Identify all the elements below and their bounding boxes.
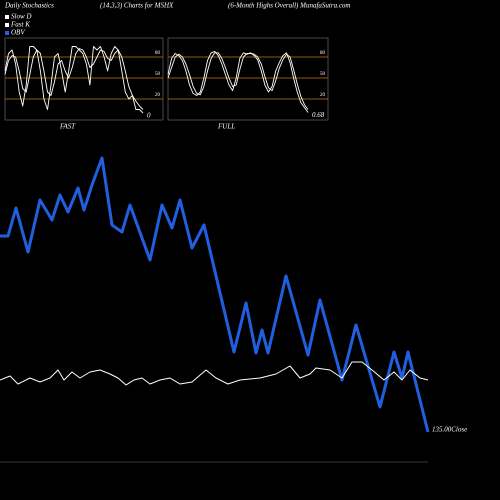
last-value-label: 0: [147, 112, 151, 120]
x-axis-label: FULL: [217, 123, 235, 131]
legend-swatch: [5, 15, 9, 19]
series-line: [4, 46, 144, 114]
series-line: [0, 156, 430, 433]
panel-frame: [167, 37, 329, 121]
legend-swatch: [5, 31, 9, 35]
header-center: (14,3,3) Charts for MSHX: [100, 2, 174, 10]
series-line: [167, 52, 309, 110]
panel-frame: [4, 37, 164, 121]
series-line: [167, 50, 309, 113]
legend-entry: Fast K: [10, 21, 30, 29]
header-left: Daily Stochastics: [4, 2, 54, 10]
legend-entry: OBV: [11, 29, 25, 37]
y-tick-label: 50: [155, 72, 161, 77]
series-line: [4, 48, 144, 110]
y-tick-label: 50: [320, 72, 326, 77]
last-value-label: 135.00Close: [432, 426, 467, 434]
legend-entry: Slow D: [11, 13, 31, 21]
header-right: (6-Month Highs Overall) MunafaSutra.com: [228, 2, 350, 10]
y-tick-label: 80: [155, 51, 161, 56]
y-tick-label: 20: [320, 93, 326, 98]
series-line: [0, 361, 429, 386]
y-tick-label: 20: [155, 93, 161, 98]
y-tick-label: 80: [320, 51, 326, 56]
last-value-label: 0.68: [312, 111, 325, 119]
legend-swatch: [5, 23, 9, 27]
x-axis-label: FAST: [59, 123, 76, 131]
